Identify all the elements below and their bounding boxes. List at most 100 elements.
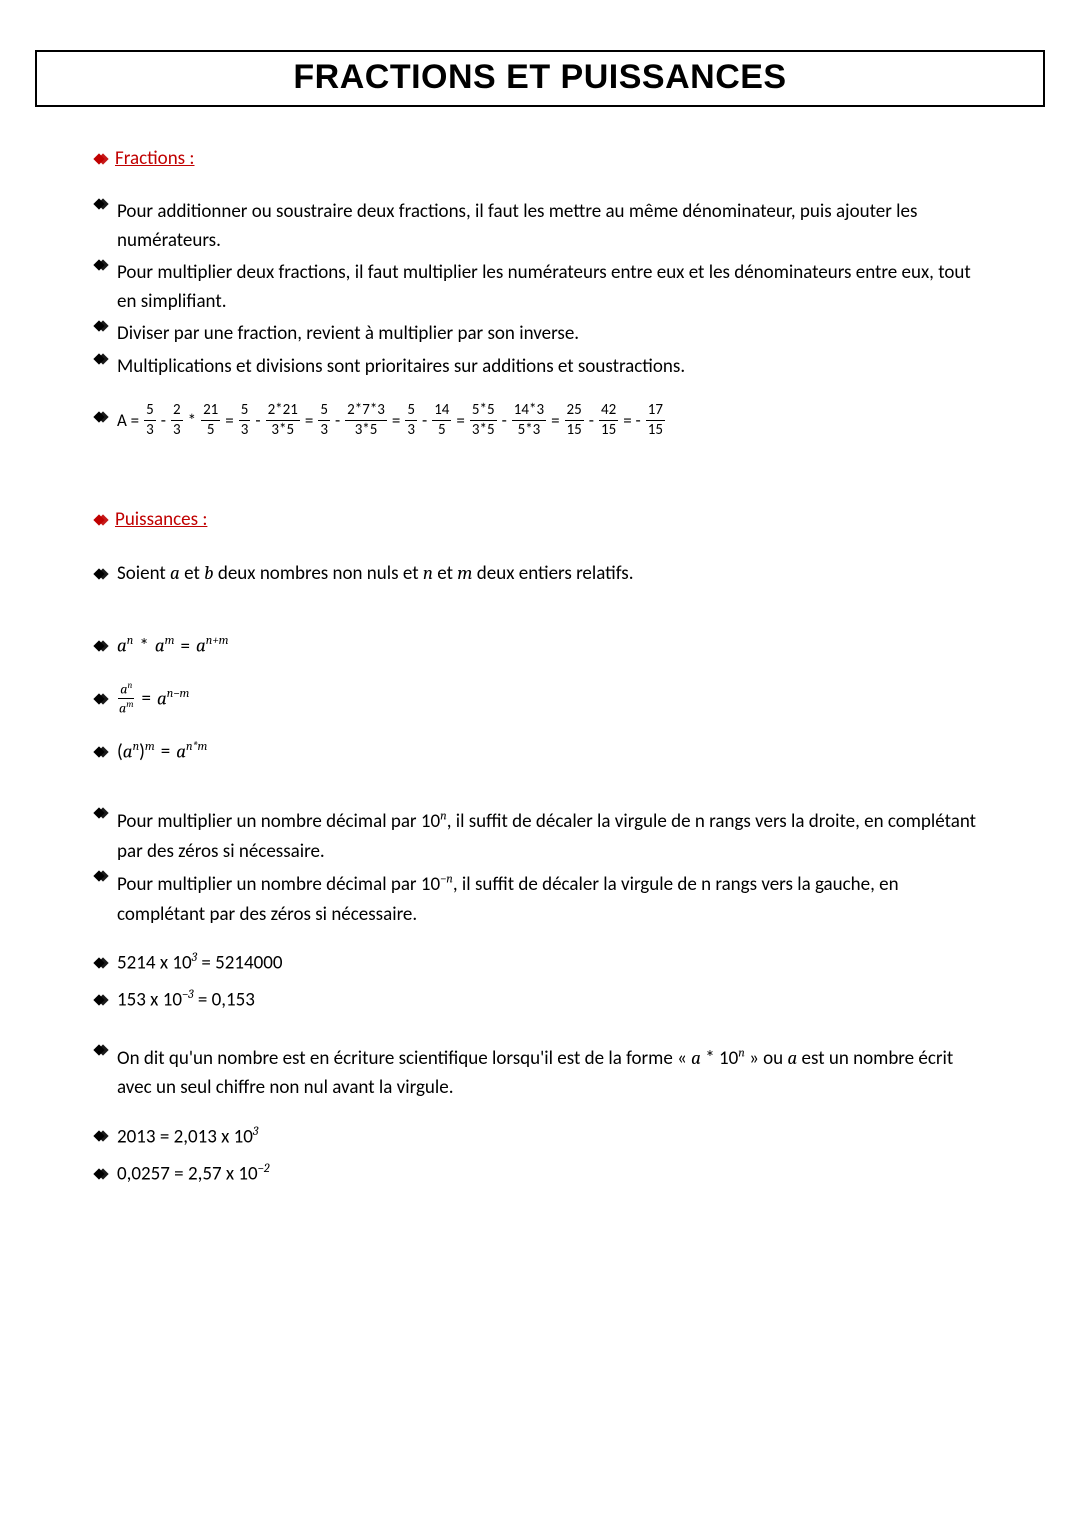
frac-den: 15 (565, 421, 584, 438)
op-eq: = (181, 635, 190, 658)
formula: an * am = an+m (117, 634, 229, 657)
op-eq: = (456, 410, 464, 431)
base: a (155, 635, 165, 657)
var-n: n (423, 562, 433, 584)
list-item: Multiplications et divisions sont priori… (95, 353, 985, 382)
frac-den: 3 (239, 421, 251, 438)
rule-text: Multiplications et divisions sont priori… (117, 353, 985, 382)
list-item: On dit qu'un nombre est en écriture scie… (95, 1044, 985, 1103)
frac-den: am (117, 699, 136, 716)
frac-den: 5*3 (516, 421, 543, 438)
frac-num: 14 (432, 403, 451, 421)
op-times: * (139, 635, 148, 658)
diamond-icon (95, 994, 107, 1006)
sci-example-1: 2013 = 2,013 x 103 (95, 1125, 985, 1148)
frac-den: 3 (405, 421, 417, 438)
content-area: Fractions : Pour additionner ou soustrai… (35, 147, 1045, 1185)
op-minus: - (589, 410, 594, 431)
base: a (157, 688, 167, 710)
op-eq: = (161, 740, 170, 763)
frac-num: 14*3 (512, 403, 546, 421)
text: deux nombres non nuls et (214, 562, 423, 585)
rule-text: Diviser par une fraction, revient à mult… (117, 320, 985, 349)
frac-num: 5 (318, 403, 330, 421)
frac-num: an (118, 682, 134, 700)
rule-text: Pour multiplier un nombre décimal par 10… (117, 870, 985, 929)
exponent: m (145, 740, 155, 754)
base: a (117, 635, 127, 657)
scientific-notation-rule: On dit qu'un nombre est en écriture scie… (95, 1044, 985, 1103)
frac-den: 15 (599, 421, 618, 438)
frac-num: 5 (405, 403, 417, 421)
frac-den: 15 (646, 421, 665, 438)
base: a (123, 740, 133, 762)
frac-den: 3*5 (470, 421, 497, 438)
diamond-icon (95, 1168, 107, 1180)
rule-text: On dit qu'un nombre est en écriture scie… (117, 1044, 985, 1103)
equation: A = 53 - 23 * 215 = 53 - 2*213*5 = 53 - … (117, 403, 665, 438)
var-m: m (457, 562, 472, 584)
decimal-example-1: 5214 x 103 = 5214000 (95, 951, 985, 974)
exponent: n+m (206, 634, 229, 648)
diamond-icon (95, 870, 107, 882)
diamond-icon (95, 746, 107, 758)
frac-num: 2*21 (266, 403, 300, 421)
diamond-icon (95, 259, 107, 271)
op-minus: - (502, 410, 507, 431)
var-a: a (170, 562, 180, 584)
sci-example-2: 0,0257 = 2,57 x 10−2 (95, 1162, 985, 1185)
op-eq-neg: = - (623, 410, 641, 431)
puissances-intro: Soient a et b deux nombres non nuls et n… (95, 559, 985, 588)
op-eq: = (392, 410, 400, 431)
text: et (433, 562, 457, 585)
text: deux entiers relatifs. (473, 562, 634, 585)
frac-den: 3 (318, 421, 330, 438)
formula: (an)m = an*m (117, 740, 207, 763)
diamond-icon (95, 957, 107, 969)
frac-num: 17 (646, 403, 665, 421)
fractions-rules-list: Pour additionner ou soustraire deux frac… (95, 198, 985, 381)
diamond-icon (95, 411, 107, 423)
frac-num: 2 (171, 403, 183, 421)
fractions-example: A = 53 - 23 * 215 = 53 - 2*213*5 = 53 - … (95, 403, 985, 438)
eq-label: A = (117, 410, 139, 431)
section-heading-fractions: Fractions : (95, 147, 985, 170)
list-item: Pour multiplier un nombre décimal par 10… (95, 807, 985, 866)
diamond-icon (95, 1044, 107, 1056)
heading-text: Puissances : (115, 508, 207, 531)
example-text: 153 x 10−3 = 0,153 (117, 988, 255, 1011)
frac-den: 3 (171, 421, 183, 438)
diamond-icon (95, 353, 107, 365)
text: et (180, 562, 204, 585)
diamond-icon (95, 153, 107, 165)
list-item: Pour multiplier un nombre décimal par 10… (95, 870, 985, 929)
op-eq: = (551, 410, 559, 431)
diamond-icon (95, 1130, 107, 1142)
frac-num: 5*5 (470, 403, 497, 421)
op-eq: = (305, 410, 313, 431)
frac-den: 3*5 (353, 421, 380, 438)
exponent: n−m (167, 687, 190, 701)
op-minus: - (161, 410, 166, 431)
rule-text: Pour additionner ou soustraire deux frac… (117, 198, 985, 255)
rule-text: Pour multiplier deux fractions, il faut … (117, 259, 985, 316)
op-minus: - (422, 410, 427, 431)
exponent: n*m (186, 740, 207, 754)
diamond-icon (95, 568, 107, 580)
power-law-1: an * am = an+m (95, 634, 985, 657)
diamond-icon (95, 320, 107, 332)
frac-den: 3 (144, 421, 156, 438)
example-text: 2013 = 2,013 x 103 (117, 1125, 258, 1148)
frac-num: 21 (201, 403, 220, 421)
heading-text: Fractions : (115, 147, 195, 170)
decimal-rules: Pour multiplier un nombre décimal par 10… (95, 807, 985, 929)
frac-den: 3*5 (269, 421, 296, 438)
exponent: n (127, 634, 134, 648)
exponent: m (165, 634, 175, 648)
title-box: FRACTIONS ET PUISSANCES (35, 50, 1045, 107)
list-item: Pour multiplier deux fractions, il faut … (95, 259, 985, 316)
diamond-icon (95, 640, 107, 652)
frac-num: 5 (239, 403, 251, 421)
power-law-2: an am = an−m (95, 682, 985, 716)
frac-num: 2*7*3 (345, 403, 387, 421)
